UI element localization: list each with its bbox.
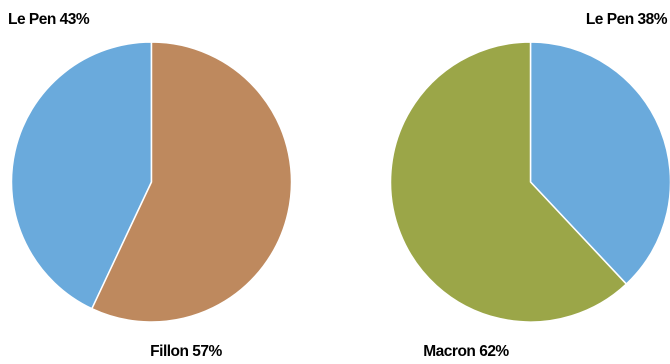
pie-chart-right	[389, 41, 670, 323]
right-pie-slice-macron	[389, 41, 628, 323]
right-pie-slice-le-pen	[529, 41, 670, 285]
left-pie-label-le-pen: Le Pen 43%	[8, 11, 90, 28]
right-pie-label-macron: Macron 62%	[423, 343, 509, 360]
left-pie-label-fillon: Fillon 57%	[150, 343, 222, 360]
left-pie-slice-le-pen	[10, 41, 153, 310]
pie-chart-left	[10, 41, 293, 323]
right-pie-label-le-pen: Le Pen 38%	[586, 11, 668, 28]
left-pie-slice-fillon	[91, 41, 293, 323]
